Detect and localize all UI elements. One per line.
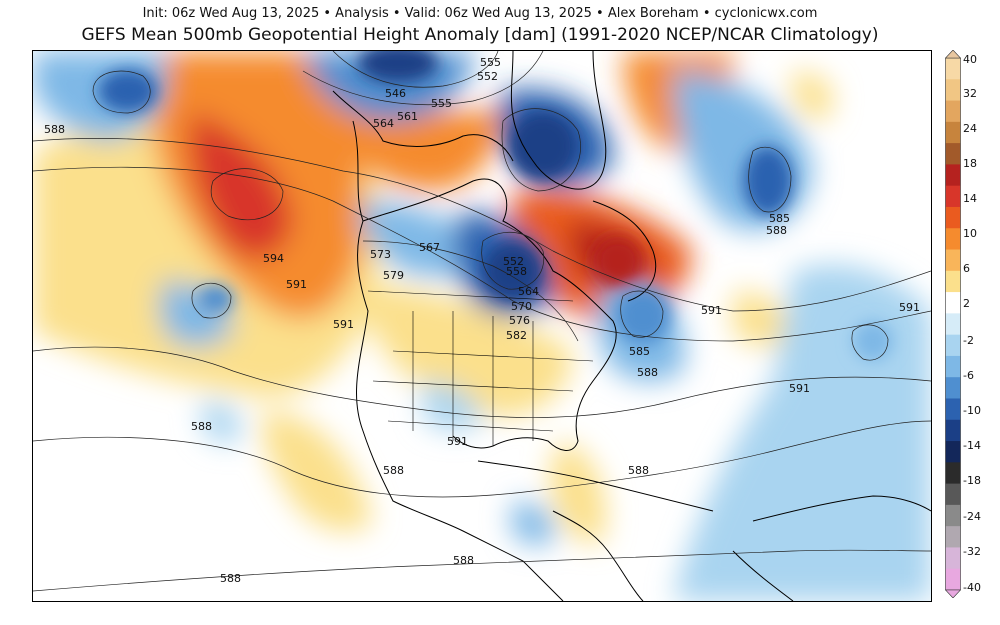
contour-label: 558 [506,265,527,278]
contour-label: 588 [191,420,212,433]
colorbar-segment [945,313,961,336]
colorbar [945,50,961,598]
colorbar-tick: 40 [963,53,977,66]
colorbar-segment [945,164,961,187]
contour-label: 582 [506,329,527,342]
contour-label: 591 [447,435,468,448]
contour-labels: 555 552 546 555 561 564 588 594 591 567 … [44,56,920,477]
colorbar-tick: -14 [963,439,981,452]
colorbar-segment [945,377,961,399]
colorbar-tick: 14 [963,192,977,205]
colorbar-tick: -24 [963,510,981,523]
colorbar-segment [945,504,961,527]
colorbar-tick: -18 [963,474,981,487]
contour-label: 591 [701,304,722,317]
contour-label: 552 [503,255,524,268]
anomaly-map: 555 552 546 555 561 564 588 594 591 567 … [33,51,931,601]
contour-label: 591 [899,301,920,314]
contour-label: 564 [518,285,539,298]
contour-label: 561 [397,110,418,123]
contour-label: 552 [477,70,498,83]
colorbar-segment [945,483,961,506]
colorbar-segment [945,58,961,80]
header-info-line: Init: 06z Wed Aug 13, 2025 • Analysis • … [142,6,818,21]
anomaly-cores [98,51,893,361]
contour-label: 588 [453,554,474,567]
colorbar-segments [945,58,961,591]
contour-label: 555 [431,97,452,110]
colorbar-tick: -32 [963,545,981,558]
colorbar-tick: 2 [963,297,970,310]
colorbar-segment [945,249,961,272]
contour-label: 588 [637,366,658,379]
contour-labels-extra: 588 588 [220,554,474,585]
contour-label: 588 [44,123,65,136]
contour-label: 591 [286,278,307,291]
colorbar-tick: -40 [963,581,981,594]
colorbar-segment [945,334,961,357]
colorbar-tick: 18 [963,157,977,170]
colorbar-segment [945,419,961,442]
colorbar-segment [945,568,961,591]
anomaly-fill [33,51,931,601]
contour-label: 588 [383,464,404,477]
contour-label: 579 [383,269,404,282]
colorbar-segment [945,143,961,165]
height-contours [33,51,931,592]
colorbar-segment [945,526,961,548]
contour-label: 594 [263,252,284,265]
contour-label: 585 [629,345,650,358]
colorbar-top-arrow [945,50,961,59]
colorbar-tick: 32 [963,87,977,100]
colorbar-tick: 6 [963,262,970,275]
contour-label: 564 [373,117,394,130]
contour-label: 567 [419,241,440,254]
colorbar-segment [945,547,961,570]
colorbar-segment [945,100,961,123]
colorbar-tick: -2 [963,334,974,347]
colorbar-segment [945,441,961,463]
political-borders [367,290,594,446]
contour-label: 588 [220,572,241,585]
colorbar-tick: 24 [963,122,977,135]
colorbar-segment [945,270,961,293]
contour-label: 570 [511,300,532,313]
colorbar-tick: 10 [963,227,977,240]
map-title: GEFS Mean 500mb Geopotential Height Anom… [81,25,879,45]
colorbar-segment [945,355,961,378]
contour-label: 591 [789,382,810,395]
colorbar-segment [945,228,961,251]
colorbar-segment [945,206,961,229]
map-frame: 555 552 546 555 561 564 588 594 591 567 … [32,50,932,602]
contour-label: 546 [385,87,406,100]
colorbar-segment [945,185,961,208]
contour-label: 588 [766,224,787,237]
contour-label: 555 [480,56,501,69]
colorbar-tick: -6 [963,369,974,382]
contour-label: 588 [628,464,649,477]
colorbar-bottom-arrow [945,589,961,598]
colorbar-segment [945,398,961,421]
colorbar-segment [945,121,961,144]
contour-label: 576 [509,314,530,327]
contour-label: 591 [333,318,354,331]
colorbar-tick: -10 [963,404,981,417]
coastlines [332,51,931,601]
contour-label: 585 [769,212,790,225]
contour-label: 573 [370,248,391,261]
colorbar-segment [945,292,961,314]
colorbar-segment [945,79,961,102]
colorbar-segment [945,462,961,485]
